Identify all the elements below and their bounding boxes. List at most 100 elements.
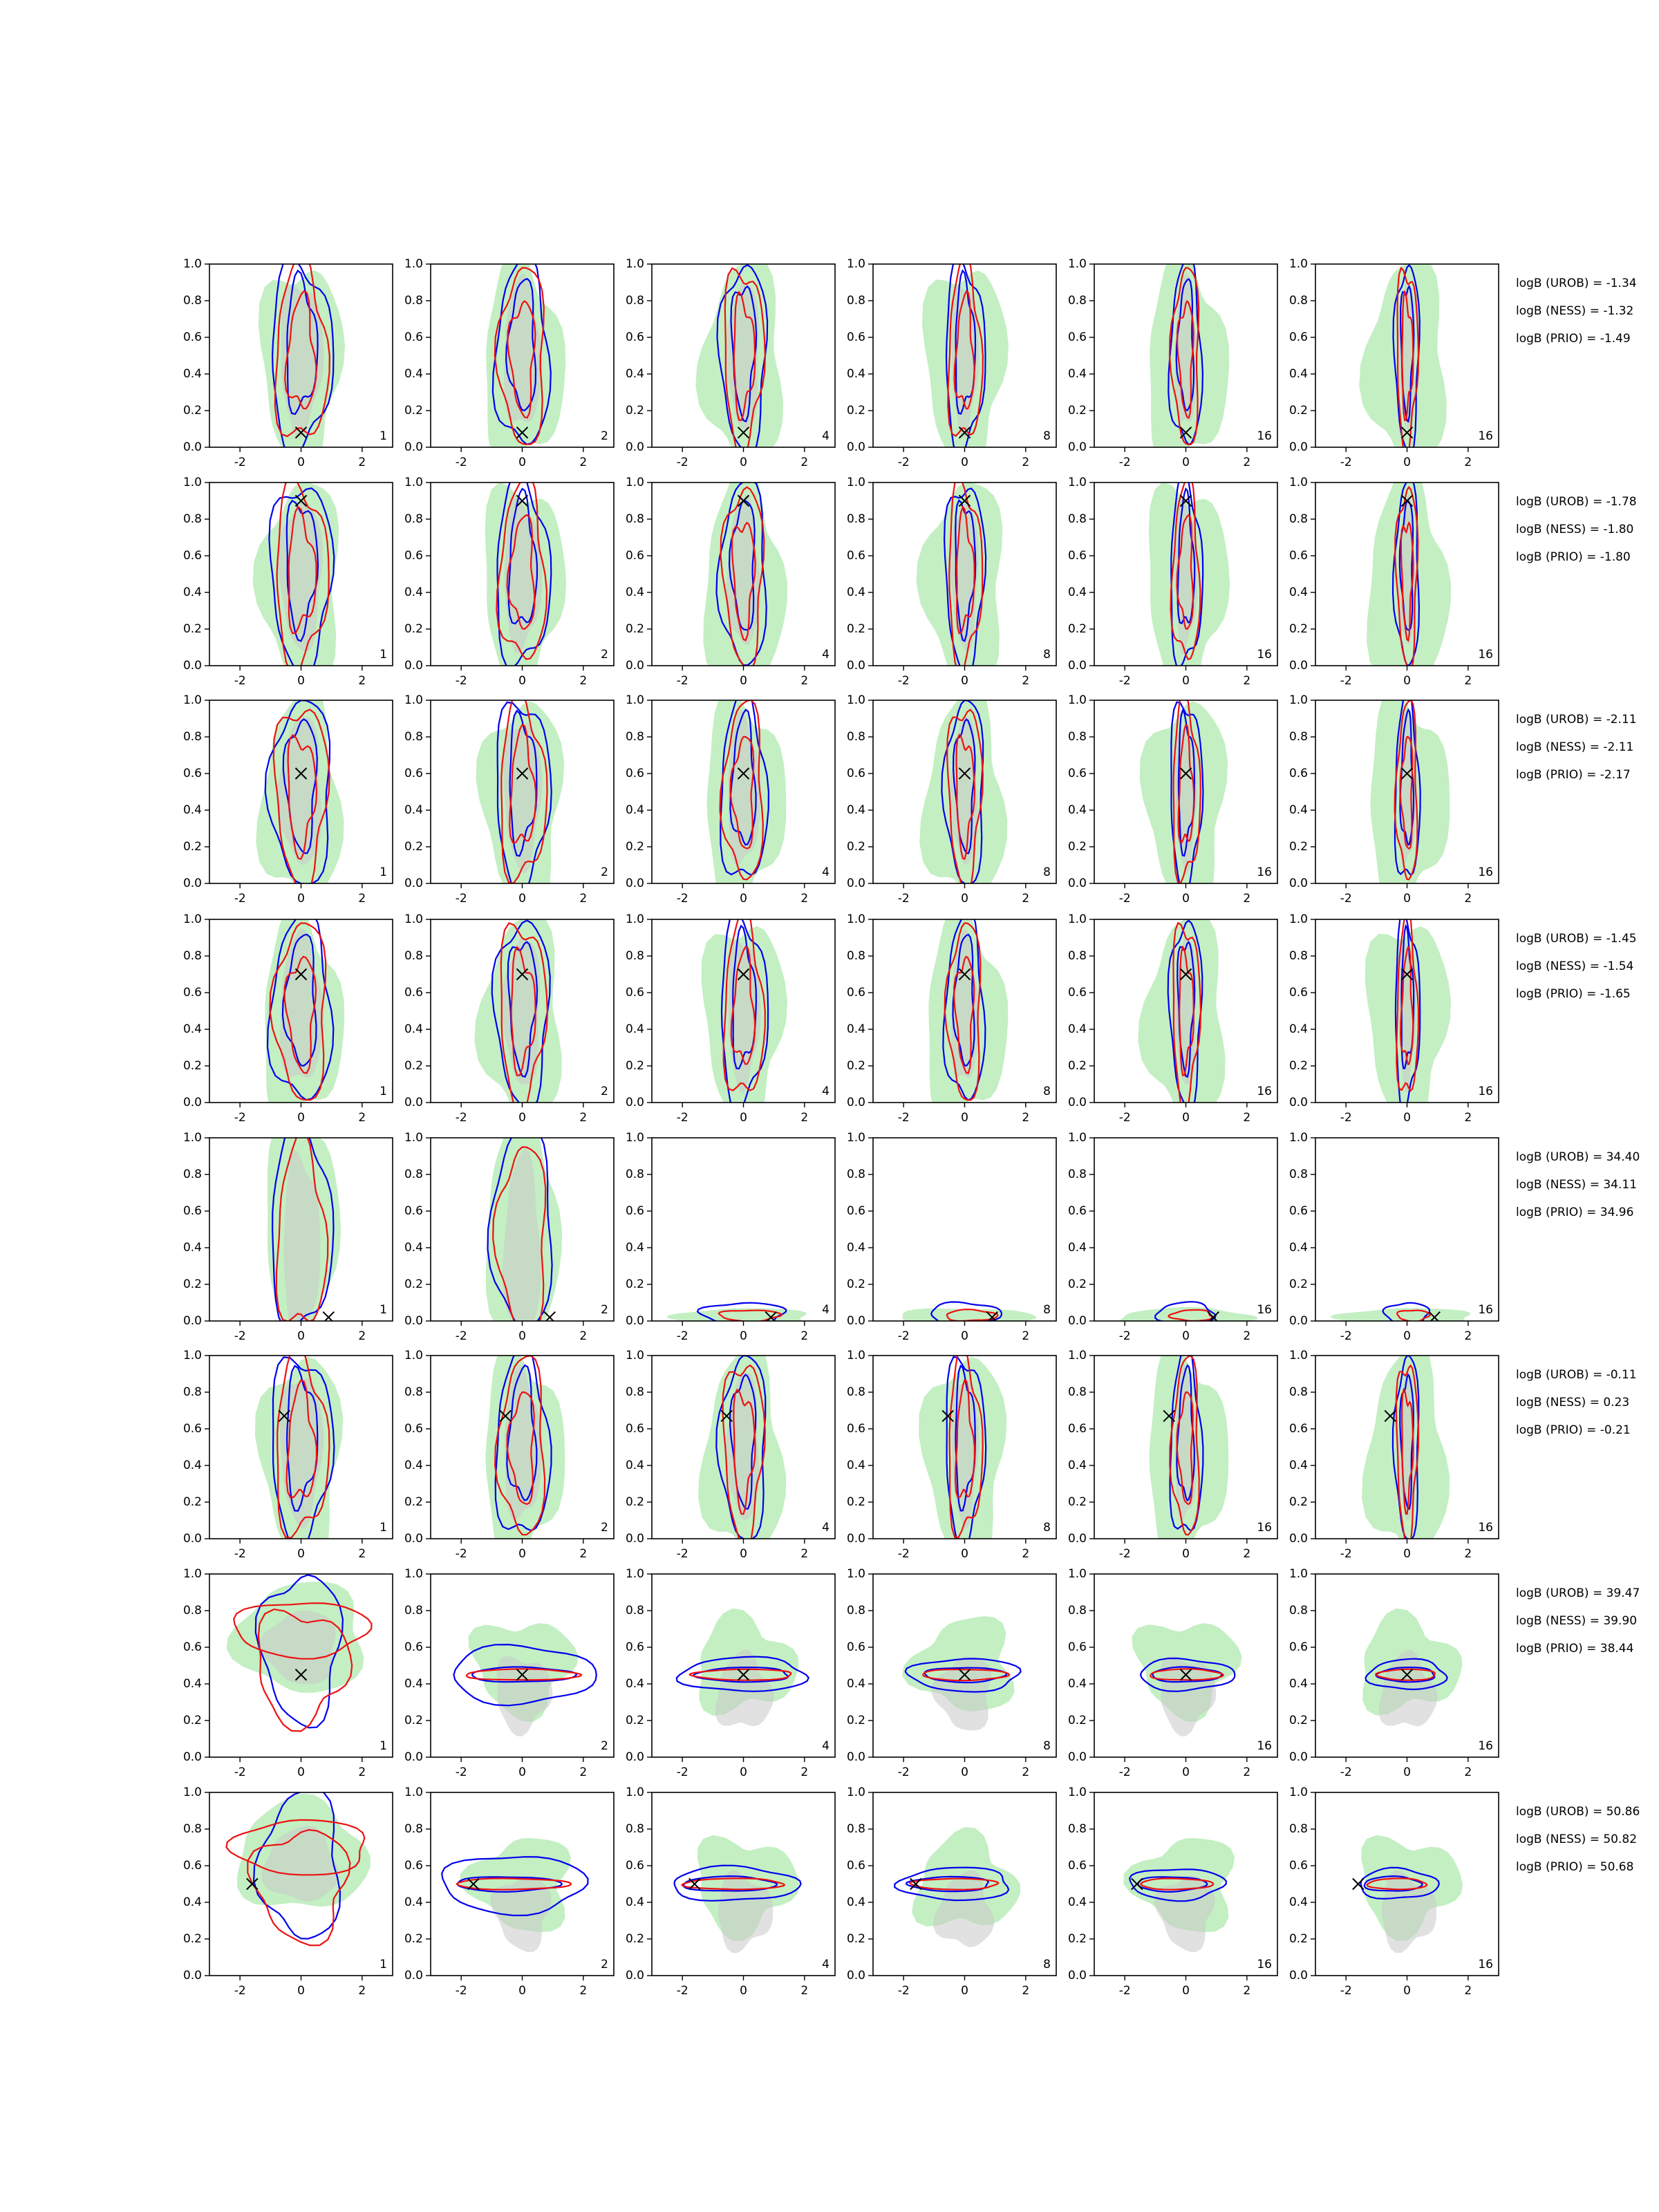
y-tick-label: 0.2 — [1068, 840, 1087, 854]
y-tick-label: 1.0 — [183, 1785, 202, 1799]
x-tick-label: -2 — [898, 892, 910, 906]
y-tick-label: 0.2 — [183, 1059, 202, 1073]
red-contour — [1374, 1668, 1436, 1681]
y-tick-label: 0.6 — [183, 330, 202, 344]
blue-contour — [952, 718, 976, 854]
y-tick-label: 1.0 — [183, 1567, 202, 1581]
x-marker — [467, 1877, 480, 1891]
y-tick-label: 0.0 — [183, 1969, 202, 1983]
x-marker — [1179, 427, 1192, 439]
blue-contour — [471, 1666, 578, 1683]
y-tick-label: 0.0 — [183, 1750, 202, 1764]
x-tick-label: 2 — [1022, 1984, 1029, 1998]
y-tick-label: 0.0 — [404, 440, 423, 454]
x-tick-label: -2 — [1119, 1329, 1131, 1343]
x-tick-label: 2 — [358, 674, 366, 688]
y-tick-label: 0.8 — [404, 1822, 423, 1836]
x-tick-label: -2 — [677, 1111, 688, 1125]
x-tick-label: 0 — [740, 456, 747, 469]
x-tick-label: 0 — [297, 1547, 305, 1561]
y-tick-label: 0.4 — [1068, 585, 1087, 599]
blue-contour — [281, 933, 317, 1067]
red-contour — [946, 1309, 999, 1321]
y-tick-label: 0.6 — [847, 330, 865, 344]
blue-contour — [904, 1658, 1022, 1693]
x-marker — [294, 968, 308, 981]
y-tick-label: 0.0 — [1289, 1750, 1308, 1764]
y-tick-label: 1.0 — [626, 1131, 644, 1145]
gray-density-region — [496, 1656, 553, 1736]
x-marker — [1400, 968, 1414, 981]
y-tick-label: 0.4 — [404, 585, 423, 599]
x-tick-label: 2 — [358, 1765, 366, 1779]
y-tick-label: 0.8 — [183, 1385, 202, 1399]
x-marker — [1179, 1669, 1192, 1681]
x-tick-label: 0 — [740, 1329, 747, 1343]
y-tick-label: 0.0 — [183, 877, 202, 890]
x-tick-label: -2 — [234, 1984, 246, 1998]
subplot-r2-c2: -2 0 2 0.0 0.2 0.4 0.6 0.8 1.0 2 — [404, 476, 615, 688]
y-tick-label: 0.6 — [404, 549, 423, 563]
subplot-r5-c6: -2 0 2 0.0 0.2 0.4 0.6 0.8 1.0 16 — [1289, 1131, 1499, 1343]
x-marker — [737, 968, 750, 981]
subplot-r6-c6: -2 0 2 0.0 0.2 0.4 0.6 0.8 1.0 16 — [1289, 1349, 1499, 1561]
y-tick-label: 0.0 — [1068, 1096, 1087, 1109]
y-tick-label: 1.0 — [404, 476, 423, 489]
x-tick-label: 2 — [1243, 674, 1250, 688]
x-tick-label: 0 — [518, 1765, 526, 1779]
subplot-corner-label: 4 — [822, 1739, 830, 1753]
red-contour — [719, 700, 764, 881]
y-tick-label: 0.2 — [183, 1277, 202, 1291]
x-tick-label: 0 — [297, 1111, 305, 1125]
subplot-r1-c3: -2 0 2 0.0 0.2 0.4 0.6 0.8 1.0 4 — [626, 257, 836, 469]
y-tick-label: 0.4 — [847, 1677, 865, 1691]
logb-annotation: logB (NESS) = 34.11 — [1516, 1178, 1637, 1192]
red-contour — [225, 1819, 366, 1876]
x-tick-label: 0 — [740, 1547, 747, 1561]
subplot-corner-label: 4 — [822, 1303, 830, 1317]
y-tick-label: 0.8 — [626, 730, 644, 744]
x-tick-label: 0 — [297, 1765, 305, 1779]
x-marker — [737, 427, 750, 439]
x-tick-label: 0 — [297, 1984, 305, 1998]
y-tick-label: 0.2 — [1068, 622, 1087, 636]
logb-annotation: logB (PRIO) = -2.17 — [1516, 768, 1631, 782]
y-tick-label: 0.4 — [626, 1677, 644, 1691]
red-contour — [730, 946, 756, 1065]
blue-contour — [285, 499, 319, 642]
x-marker — [516, 1669, 529, 1681]
red-contour — [506, 1391, 535, 1506]
subplot-corner-label: 2 — [601, 1521, 608, 1535]
blue-contour — [271, 1138, 335, 1321]
logb-annotation: logB (PRIO) = 34.96 — [1516, 1206, 1633, 1219]
x-tick-label: -2 — [1340, 1111, 1352, 1125]
x-marker — [322, 1311, 335, 1321]
subplot-corner-label: 1 — [379, 1303, 387, 1317]
y-tick-label: 0.8 — [626, 1168, 644, 1181]
x-tick-label: -2 — [234, 1765, 246, 1779]
x-tick-label: 0 — [961, 1765, 968, 1779]
y-tick-label: 0.6 — [183, 1422, 202, 1436]
logb-annotation: logB (PRIO) = -0.21 — [1516, 1423, 1631, 1437]
y-tick-label: 0.2 — [183, 840, 202, 854]
subplot-row-3: -2 0 2 0.0 0.2 0.4 0.6 0.8 1.0 1 -2 0 2 0.0 0.2 0.4 0.6 0… — [183, 693, 1637, 906]
y-tick-label: 1.0 — [847, 1131, 865, 1145]
x-tick-label: -2 — [677, 892, 688, 906]
x-tick-label: 2 — [358, 1329, 366, 1343]
y-tick-label: 0.8 — [404, 1385, 423, 1399]
y-tick-label: 0.4 — [626, 1895, 644, 1909]
y-tick-label: 0.6 — [1289, 986, 1308, 1000]
y-tick-label: 0.8 — [1289, 1168, 1308, 1181]
x-tick-label: -2 — [898, 1765, 910, 1779]
y-tick-label: 0.0 — [404, 1969, 423, 1983]
x-tick-label: 2 — [1464, 1329, 1472, 1343]
y-tick-label: 0.2 — [626, 1495, 644, 1509]
subplot-corner-label: 4 — [822, 429, 830, 443]
red-contour — [287, 733, 318, 861]
y-tick-label: 1.0 — [404, 1131, 423, 1145]
y-tick-label: 0.6 — [404, 330, 423, 344]
subplot-corner-label: 8 — [1043, 865, 1051, 879]
blue-contour — [1391, 1356, 1420, 1539]
red-contour — [506, 514, 536, 630]
